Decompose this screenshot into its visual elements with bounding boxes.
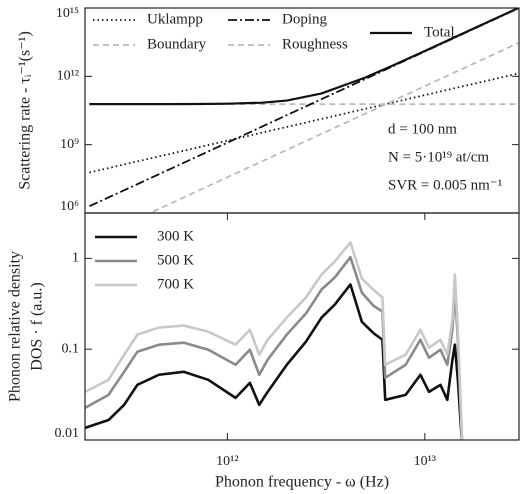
legend-label: Boundary	[147, 36, 207, 52]
y-tick-label: 10¹²	[57, 69, 79, 84]
x-tick-label: 10¹²	[216, 454, 238, 469]
y-axis-label: Phonon relative density	[7, 251, 24, 402]
series-line	[147, 41, 519, 213]
y-tick-label: 0.1	[62, 341, 80, 356]
y-tick-label: 10¹⁵	[56, 6, 79, 21]
legend-label: 300 K	[157, 228, 194, 244]
x-tick-label: 10¹³	[414, 454, 436, 469]
y-tick-label: 0.01	[55, 426, 80, 441]
y-axis-label: Scattering rate - τᵢ⁻¹(s⁻¹)	[17, 31, 34, 190]
plot-frame	[84, 212, 520, 441]
series-line	[89, 8, 519, 208]
legend-label: Uklampp	[147, 11, 203, 27]
legend-label: 500 K	[157, 252, 194, 268]
legend-label: Total	[424, 24, 455, 40]
series-line	[85, 283, 464, 440]
annotation: SVR = 0.005 nm⁻¹	[388, 177, 502, 193]
y-tick-label: 10⁹	[60, 137, 79, 152]
legend-label: 700 K	[157, 276, 194, 292]
series-line	[89, 8, 519, 106]
plot-area	[89, 8, 519, 213]
annotation: N = 5·10¹⁹ at/cm	[388, 149, 489, 165]
series-line	[85, 241, 464, 440]
legend-label: Doping	[282, 11, 328, 27]
series-line	[89, 72, 519, 174]
plot-area	[85, 241, 464, 440]
series-line	[85, 255, 464, 440]
y-tick-label: 10⁶	[60, 199, 79, 214]
legend-label: Roughness	[282, 36, 348, 52]
annotation: d = 100 nm	[388, 121, 457, 137]
y-tick-label: 1	[72, 251, 79, 266]
x-axis-label: Phonon frequency - ω (Hz)	[215, 474, 389, 491]
y-axis-label: DOS · f (a.u.)	[29, 282, 46, 370]
